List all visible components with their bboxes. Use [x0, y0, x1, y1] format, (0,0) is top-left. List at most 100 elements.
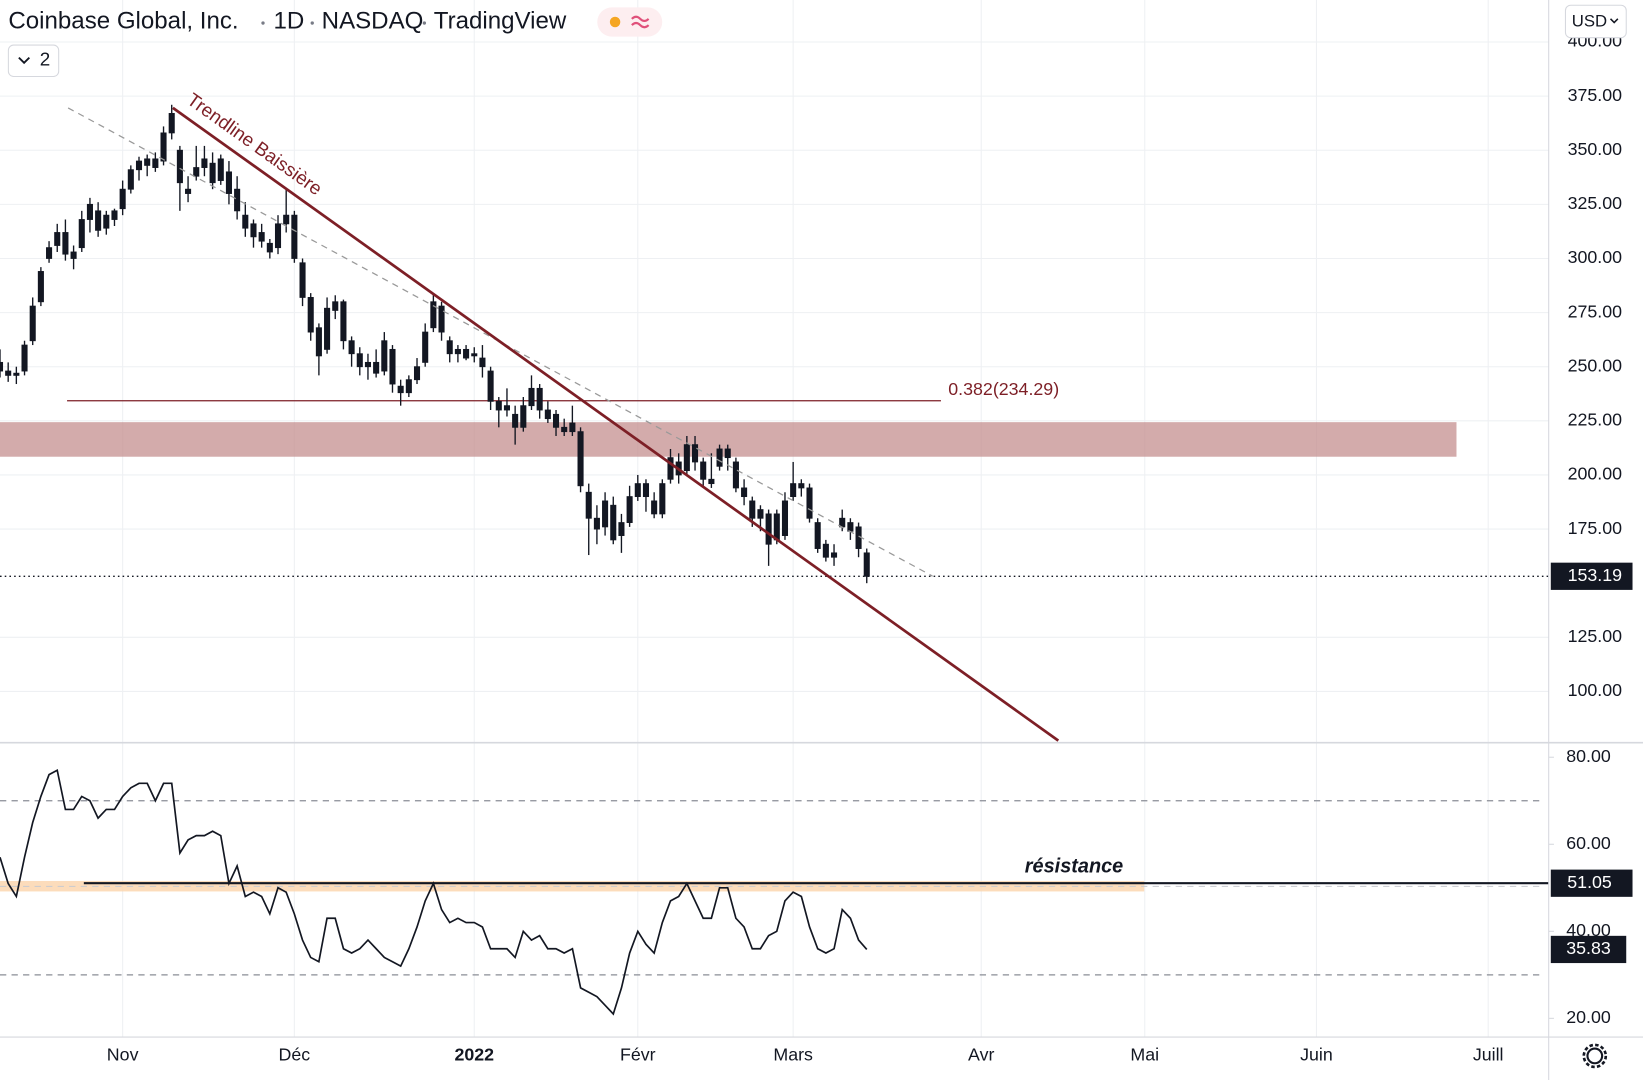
candle-body — [593, 517, 600, 530]
status-badge[interactable] — [597, 7, 663, 37]
x-tick-label: 2022 — [454, 1045, 494, 1065]
candle-body — [438, 305, 445, 333]
trendline — [172, 106, 1060, 742]
candle-body — [46, 247, 53, 259]
candle-body — [397, 385, 404, 394]
interval: 1D — [273, 7, 304, 34]
y-tick-label: 200.00 — [1568, 464, 1623, 484]
candle-body — [389, 348, 396, 385]
candle-body — [234, 188, 241, 212]
resistance-label: résistance — [1025, 856, 1123, 878]
candle-body — [634, 483, 641, 498]
candle-body — [168, 113, 175, 134]
candle-body — [299, 262, 306, 298]
gear-teeth — [1582, 1043, 1608, 1069]
candle-body — [602, 500, 609, 528]
chevron-icon — [18, 56, 31, 65]
candle-body — [618, 522, 625, 536]
candle-body — [700, 461, 707, 480]
candle-body — [250, 223, 257, 238]
last-price-label: 153.19 — [1568, 565, 1623, 585]
candle-body — [405, 379, 412, 394]
candle-body — [732, 461, 739, 489]
candle-body — [495, 400, 502, 411]
candle-body — [716, 448, 723, 467]
candle-body — [413, 366, 421, 381]
candle-body — [626, 496, 633, 523]
candle-body — [340, 301, 347, 342]
candle-body — [610, 504, 617, 541]
candle-body — [381, 340, 388, 372]
y-tick-label: 375.00 — [1568, 85, 1623, 105]
y-tick-label: 125.00 — [1568, 626, 1623, 646]
x-tick-label: Mai — [1130, 1045, 1159, 1065]
indicators-toggle[interactable] — [7, 44, 60, 77]
candle-body — [691, 444, 699, 463]
candle-body — [201, 158, 208, 168]
y-tick-label: 40.00 — [1566, 920, 1611, 940]
candle-body — [324, 307, 331, 350]
candle-body — [135, 160, 143, 171]
candle-body — [667, 457, 674, 480]
candle-body — [0, 361, 4, 372]
plot-layer — [0, 104, 1549, 1016]
y-tick-label: 175.00 — [1568, 518, 1623, 538]
data-delay-icon — [631, 15, 650, 29]
candle-body — [708, 478, 715, 485]
axes: Nov Déc 2022 Févr Mars Avr Mai Juin Juill 100.00 1… — [107, 31, 1633, 1065]
candle-body — [569, 422, 576, 433]
candle-body — [561, 426, 568, 433]
candle-body — [54, 232, 61, 246]
y-tick-label: 60.00 — [1566, 833, 1611, 853]
data-source: TradingView — [434, 7, 567, 34]
candle-body — [642, 483, 650, 498]
x-tick-label: Déc — [279, 1045, 311, 1065]
candle-body — [242, 214, 249, 229]
candle-body — [78, 219, 85, 249]
y-tick-label: 80.00 — [1566, 746, 1611, 766]
candle-body — [193, 167, 200, 177]
candle-body — [552, 413, 560, 428]
candle-body — [209, 162, 216, 184]
market-sun-icon — [609, 16, 621, 28]
x-tick-label: Nov — [107, 1045, 139, 1065]
y-tick-label: 275.00 — [1568, 301, 1623, 321]
resistance-value: 51.05 — [1567, 872, 1612, 892]
candle-body — [781, 500, 789, 536]
currency-button[interactable] — [1564, 4, 1627, 39]
y-tick-label: 20.00 — [1566, 1007, 1611, 1027]
x-tick-label: Mars — [773, 1045, 813, 1065]
settings-button[interactable] — [1582, 1043, 1608, 1069]
candle-body — [479, 357, 486, 368]
candle-body — [258, 232, 265, 242]
separator-dot — [310, 21, 314, 25]
candle-body — [487, 370, 494, 402]
candle-body — [520, 405, 527, 428]
candle-body — [430, 301, 437, 329]
candle-body — [152, 158, 159, 168]
candle-body — [373, 361, 380, 374]
candle-body — [119, 188, 126, 210]
candle-body — [790, 483, 797, 498]
candle-body — [773, 513, 780, 541]
rsi-last-tag — [1550, 935, 1627, 964]
symbol-name: Coinbase Global, Inc. — [8, 7, 238, 34]
x-tick-label: Avr — [968, 1045, 994, 1065]
candle-body — [29, 305, 36, 342]
candle-body — [21, 344, 28, 372]
candle-body — [446, 340, 453, 355]
candle-body — [291, 214, 298, 259]
candle-body — [185, 188, 192, 194]
candle-body — [62, 232, 69, 255]
candle-body — [144, 158, 151, 166]
candle-body — [356, 353, 363, 368]
candle-body — [741, 487, 748, 498]
candle-body — [683, 444, 690, 472]
candle-body — [13, 372, 20, 376]
candle-body — [274, 223, 282, 249]
dashed-trendline — [67, 107, 933, 577]
candle-body — [307, 297, 314, 333]
indicators-count: 2 — [40, 49, 50, 70]
candle-body — [332, 301, 339, 311]
